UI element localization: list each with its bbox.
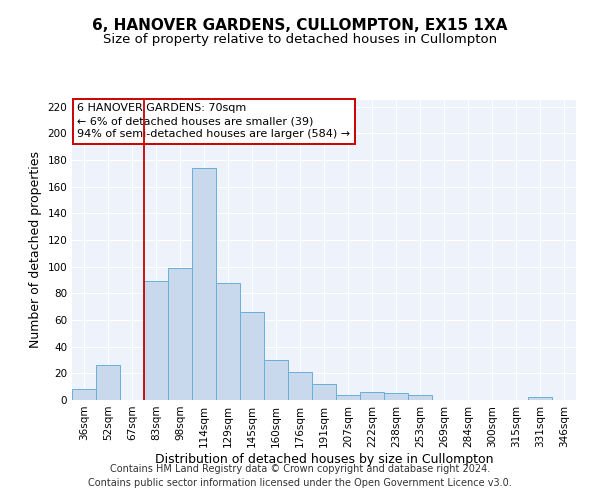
Bar xyxy=(264,360,288,400)
Bar xyxy=(144,282,168,400)
Text: 6 HANOVER GARDENS: 70sqm
← 6% of detached houses are smaller (39)
94% of semi-de: 6 HANOVER GARDENS: 70sqm ← 6% of detache… xyxy=(77,103,350,140)
Y-axis label: Number of detached properties: Number of detached properties xyxy=(29,152,42,348)
Bar xyxy=(168,268,192,400)
Bar xyxy=(528,398,552,400)
Text: Contains HM Land Registry data © Crown copyright and database right 2024.
Contai: Contains HM Land Registry data © Crown c… xyxy=(88,464,512,487)
Bar xyxy=(240,312,264,400)
Bar xyxy=(336,394,360,400)
Bar xyxy=(72,390,96,400)
Text: Size of property relative to detached houses in Cullompton: Size of property relative to detached ho… xyxy=(103,32,497,46)
Text: 6, HANOVER GARDENS, CULLOMPTON, EX15 1XA: 6, HANOVER GARDENS, CULLOMPTON, EX15 1XA xyxy=(92,18,508,32)
Bar xyxy=(384,394,408,400)
Bar xyxy=(96,366,120,400)
Bar xyxy=(360,392,384,400)
Bar xyxy=(288,372,312,400)
Bar xyxy=(312,384,336,400)
Bar xyxy=(216,282,240,400)
Bar xyxy=(408,394,432,400)
X-axis label: Distribution of detached houses by size in Cullompton: Distribution of detached houses by size … xyxy=(155,452,493,466)
Bar xyxy=(192,168,216,400)
